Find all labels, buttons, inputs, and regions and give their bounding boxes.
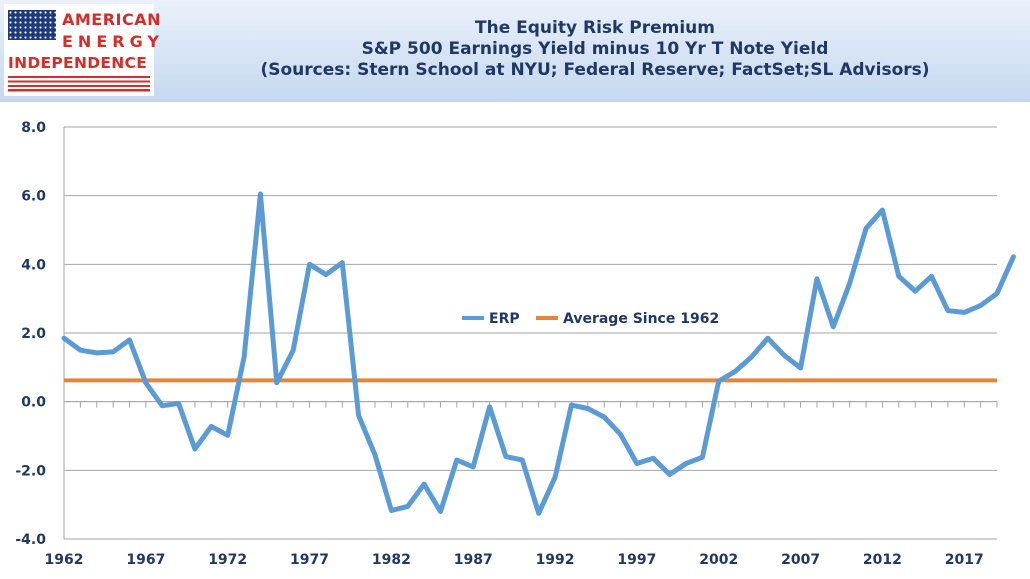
legend: ERP Average Since 1962	[462, 311, 719, 327]
x-tick-label: 1967	[126, 552, 165, 568]
gridlines	[63, 126, 997, 540]
logo-line-3: INDEPENDENCE	[8, 54, 148, 72]
x-tick-label: 2002	[699, 552, 738, 568]
x-tick-label: 1972	[208, 552, 247, 568]
x-axis: 1962 1967 1972 1977 1982 1987 1992 1997 2002 2007…	[45, 401, 998, 568]
y-tick-label: -2.0	[15, 463, 46, 479]
y-tick-label: 4.0	[21, 257, 46, 273]
x-tick-label: 1987	[454, 552, 493, 568]
y-tick-label: 0.0	[21, 395, 46, 411]
flag-canton	[8, 10, 56, 40]
series-lines	[61, 191, 1016, 516]
x-tick-label: 1962	[45, 552, 84, 568]
legend-average-label: Average Since 1962	[563, 311, 719, 327]
logo: AMERICAN ENERGY INDEPENDENCE	[4, 4, 161, 96]
x-tick-label: 2017	[945, 552, 984, 568]
x-tick-label: 1977	[290, 552, 329, 568]
chart-title: The Equity Risk Premium	[475, 18, 715, 38]
y-tick-label: 2.0	[21, 326, 46, 342]
x-tick-label: 2012	[863, 552, 902, 568]
chart-subtitle: S&P 500 Earnings Yield minus 10 Yr T Not…	[361, 39, 829, 59]
x-tick-label: 1997	[617, 552, 656, 568]
logo-line-1: AMERICAN	[62, 10, 162, 29]
y-tick-label: 6.0	[21, 189, 46, 205]
x-tick-label: 2007	[781, 552, 820, 568]
logo-line-2: ENERGY	[62, 32, 164, 51]
chart-titles: The Equity Risk Premium S&P 500 Earnings…	[210, 18, 980, 81]
legend-erp-label: ERP	[489, 311, 520, 327]
erp-line-chart: 8.0 6.0 4.0 2.0 0.0 -2.0 -4.0 1962 1967 1972 1977…	[15, 120, 1016, 568]
chart-sources: (Sources: Stern School at NYU; Federal R…	[260, 60, 930, 80]
logo-stripes	[8, 76, 150, 92]
x-tick-label: 1992	[536, 552, 575, 568]
erp-line	[61, 191, 1016, 516]
y-tick-label: 8.0	[21, 120, 46, 136]
y-tick-label: -4.0	[15, 532, 46, 548]
x-tick-label: 1982	[372, 552, 411, 568]
flag-icon	[8, 10, 56, 40]
y-axis-ticks: 8.0 6.0 4.0 2.0 0.0 -2.0 -4.0	[15, 120, 46, 548]
chart-header: AMERICAN ENERGY INDEPENDENCE The Equity …	[0, 0, 1030, 102]
